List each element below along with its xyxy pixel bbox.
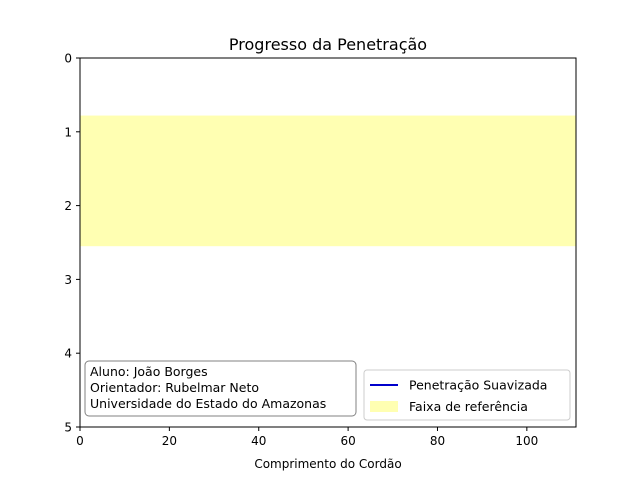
reference-band: [80, 115, 576, 247]
y-tick-label: 0: [64, 52, 72, 66]
x-tick-label: 100: [515, 434, 538, 448]
x-tick-label: 40: [251, 434, 266, 448]
x-tick-label: 20: [162, 434, 177, 448]
x-tick-label: 0: [76, 434, 84, 448]
legend-swatch-band: [370, 401, 398, 412]
annotation-box: [84, 360, 357, 417]
chart-title: Progresso da Penetração: [229, 35, 427, 54]
legend-label-series: Penetração Suavizada: [409, 378, 547, 393]
y-tick-label: 5: [64, 421, 72, 435]
annotation-line: Universidade do Estado do Amazonas: [90, 396, 326, 411]
x-tick-label: 60: [340, 434, 355, 448]
y-tick-label: 4: [64, 347, 72, 361]
y-tick-label: 1: [64, 125, 72, 139]
legend-box: [363, 369, 571, 421]
x-tick-label: 80: [430, 434, 445, 448]
axes-frame: [79, 57, 577, 428]
y-tick-label: 3: [64, 273, 72, 287]
legend-label-band: Faixa de referência: [409, 399, 528, 414]
annotation-line: Orientador: Rubelmar Neto: [90, 380, 259, 395]
annotation-line: Aluno: João Borges: [90, 364, 208, 379]
x-axis-label: Comprimento do Cordão: [254, 457, 401, 471]
y-tick-label: 2: [64, 199, 72, 213]
plot-area: 0 20 40 60 80 100 0 1 2 3 4 5 Aluno: João BorgesOrie…: [64, 52, 577, 448]
